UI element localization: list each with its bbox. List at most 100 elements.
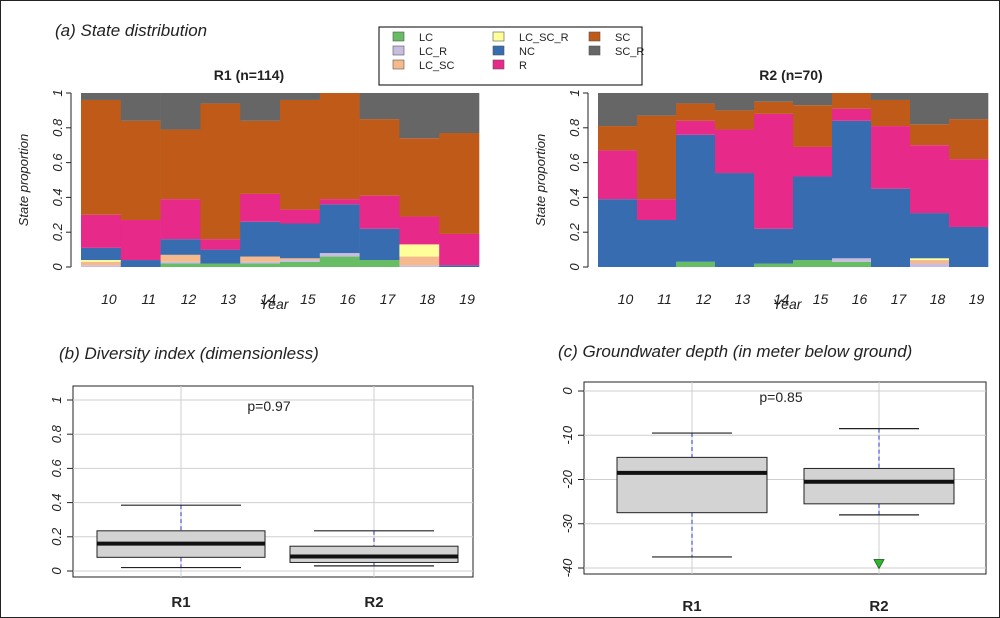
y-tick-label: 1 [49, 396, 64, 403]
bar-segment-nc-10 [598, 199, 638, 267]
y-tick-label: 0.8 [567, 118, 582, 137]
bar-segment-r-14 [240, 193, 281, 222]
bar-segment-nc-13 [715, 173, 755, 267]
legend-label-lc: LC [419, 32, 433, 44]
bar-segment-nc-17 [871, 188, 911, 267]
bar-segment-nc-16 [319, 204, 360, 254]
panel-b-title: (b) Diversity index (dimensionless) [59, 344, 319, 363]
bar-segment-lc-16 [832, 261, 872, 267]
y-tick-label: -20 [560, 469, 575, 489]
bar-segment-sc-10 [598, 126, 638, 151]
bar-segment-sc-10 [81, 99, 122, 215]
bar-segment-sc_r-11 [120, 93, 161, 121]
panel-a-title: (a) State distribution [55, 21, 207, 40]
x-axis-title: Year [260, 296, 290, 312]
x-tick-label: 18 [420, 291, 436, 307]
bar-segment-lc-13 [200, 263, 241, 267]
bar-segment-sc_r-18 [399, 93, 440, 139]
bar-segment-r-16 [319, 199, 360, 205]
legend-label-sc: SC [615, 32, 630, 44]
x-tick-label: 16 [340, 291, 356, 307]
chart-title-r1: R1 (n=114) [214, 67, 284, 83]
legend-swatch-sc [588, 31, 601, 42]
bar-segment-sc_r-11 [637, 93, 677, 116]
bar-segment-lc_sc-18 [910, 260, 950, 264]
bar-segment-sc-19 [949, 119, 989, 160]
bar-segment-sc-15 [280, 99, 321, 210]
bar-segment-nc-12 [676, 134, 716, 262]
x-tick-label: 11 [141, 291, 156, 307]
bar-segment-r-17 [359, 195, 400, 229]
bar-segment-r-11 [637, 199, 677, 221]
legend-items: LC LC_R LC_SC LC_SC_R NC R SC SC_R [392, 31, 644, 72]
legend-swatch-r [492, 59, 505, 70]
bar-segment-sc-15 [793, 105, 833, 147]
x-tick-label: 10 [618, 291, 634, 307]
bar-segment-sc-11 [120, 120, 161, 221]
bar-segment-nc-11 [637, 220, 677, 267]
bar-segment-lc_r-14 [240, 261, 281, 264]
x-tick-label: 19 [969, 291, 985, 307]
bar-segment-lc_sc-15 [280, 258, 321, 261]
pvalue-groundwater: p=0.85 [759, 389, 802, 405]
x-tick-label: 14 [774, 291, 790, 307]
legend-swatch-sc_r [588, 45, 601, 56]
x-tick-label: 17 [891, 291, 908, 307]
bar-segment-r-14 [754, 113, 794, 229]
bar-segment-sc_r-17 [359, 93, 400, 120]
y-tick-label: 0.4 [50, 188, 65, 206]
bar-segment-lc-17 [359, 260, 400, 267]
bar-segment-lc-14 [754, 263, 794, 267]
bar-segment-sc-14 [754, 101, 794, 114]
y-tick-label: 0.4 [567, 188, 582, 206]
chart-title-r2: R2 (n=70) [759, 67, 822, 83]
bar-segment-sc_r-13 [200, 93, 241, 104]
stacked-bar-chart-r1: 10 11 12 13 14 15 16 17 18 19 0 0.2 0.4 0.6 0.8 1 State … [16, 89, 480, 312]
panel-c-title: (c) Groundwater depth (in meter below gr… [558, 342, 912, 361]
box-iqr-r2 [289, 545, 459, 563]
x-tick-label: 13 [735, 291, 751, 307]
bar-segment-sc-12 [676, 103, 716, 121]
bar-segment-r-17 [871, 126, 911, 189]
bar-segment-lc_sc-12 [160, 254, 201, 262]
bar-segment-r-18 [910, 145, 950, 214]
y-tick-label: 0.6 [49, 459, 64, 478]
x-tick-label: 11 [657, 291, 672, 307]
bar-segment-lc-15 [793, 260, 833, 267]
bar-segment-sc-17 [871, 99, 911, 127]
y-tick-label: 0 [560, 387, 575, 395]
bar-segment-sc-18 [399, 138, 440, 217]
bar-segment-r-12 [676, 120, 716, 135]
bar-segment-lc_r-18 [910, 263, 950, 267]
bar-segment-sc_r-19 [439, 93, 480, 134]
x-tick-label-r1: R1 [171, 594, 190, 611]
bar-segment-sc-12 [160, 129, 201, 200]
bar-segment-sc_r-14 [754, 93, 794, 102]
bar-segment-sc-14 [240, 120, 281, 194]
bar-segment-lc_r-18 [399, 265, 440, 267]
bar-segment-nc-15 [793, 176, 833, 261]
bar-segment-lc_r-12 [160, 261, 201, 264]
y-tick-label: 0 [567, 263, 582, 271]
boxplot-diversity: 0 0.2 0.4 0.6 0.8 1 R1 R2 [49, 385, 474, 611]
legend-label-nc: NC [519, 46, 535, 58]
y-tick-label: 1 [50, 89, 65, 96]
legend-label-lc_sc_r: LC_SC_R [519, 32, 569, 44]
legend-swatch-nc [492, 45, 505, 56]
y-axis-title: State proportion [533, 134, 548, 227]
bar-segment-sc-16 [319, 93, 360, 200]
bar-segment-lc_sc_r-18 [910, 258, 950, 261]
x-tick-label: 14 [260, 291, 276, 307]
bar-segment-sc_r-13 [715, 93, 755, 111]
bar-segment-lc_sc_r-18 [399, 244, 440, 257]
y-tick-label: 0.6 [50, 153, 65, 172]
bar-segment-lc-14 [240, 263, 281, 267]
bar-segment-lc-12 [160, 263, 201, 267]
y-tick-label: -30 [560, 514, 575, 534]
bar-segment-sc-18 [910, 124, 950, 146]
bar-segment-r-10 [598, 150, 638, 200]
bar-segment-r-19 [439, 233, 480, 266]
legend-label-lc_sc: LC_SC [419, 60, 455, 72]
